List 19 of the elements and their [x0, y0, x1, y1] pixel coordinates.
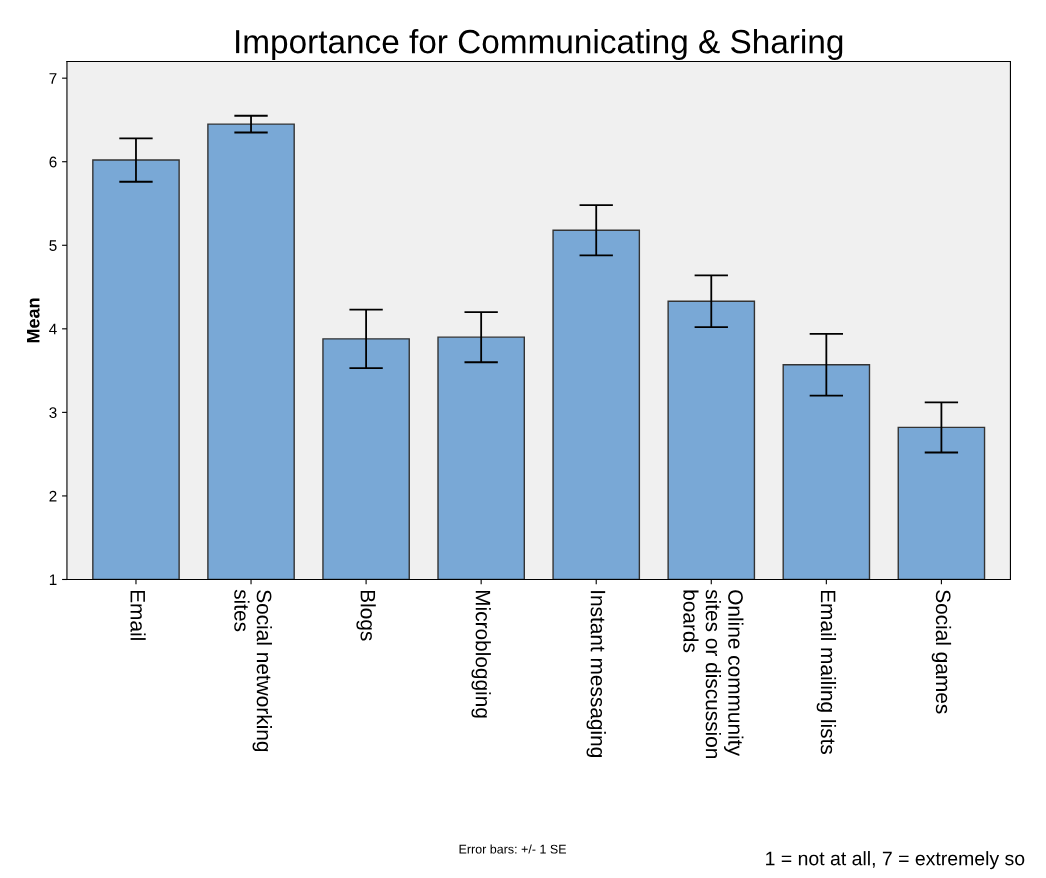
text: Error bars: +/- 1 SE [459, 844, 567, 854]
chart-title: Importance for Communicating & Sharing [236, 28, 843, 61]
x-tick-label: Social networking sites [234, 589, 272, 752]
x-tick-label: Social games [931, 590, 952, 714]
x-tick-label: Email [130, 590, 146, 640]
x-tick-label: Online community sites or discussion boards [683, 589, 744, 759]
y-axis-title: Mean [27, 298, 40, 343]
y-tick-label: 1 [49, 574, 57, 586]
y-tick-label: 2 [49, 490, 57, 502]
y-tick-label: 6 [49, 156, 57, 168]
x-tick-label: Email mailing lists [816, 590, 837, 754]
y-tick-label: 3 [49, 407, 57, 419]
x-tick-label: Instant messaging [586, 591, 606, 757]
y-tick-label: 5 [49, 240, 57, 251]
x-tick-label: Microblogging [471, 590, 491, 718]
y-tick-label: 7 [49, 73, 57, 84]
x-tick-label: Blogs [356, 590, 376, 641]
text: 1 = not at all, 7 = extremely so [766, 851, 1025, 870]
y-tick-label: 4 [49, 323, 57, 335]
